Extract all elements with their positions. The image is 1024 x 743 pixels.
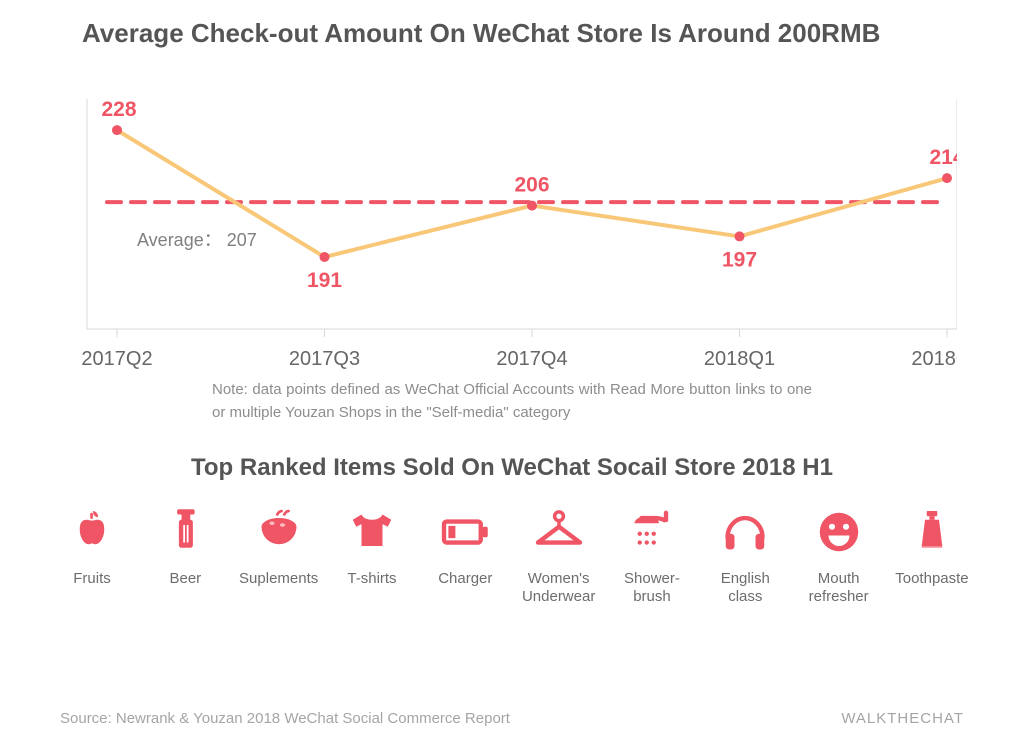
ranked-item: Beer <box>139 504 231 588</box>
items-row: Fruits Beer Suplements T-shirts Charger Women… <box>30 504 994 606</box>
data-point <box>735 231 745 241</box>
tube-icon <box>904 504 960 560</box>
ranked-item: English class <box>699 504 791 606</box>
apple-icon <box>64 504 120 560</box>
shower-icon <box>624 504 680 560</box>
category-label: 2018Q1 <box>704 348 775 370</box>
item-label: Charger <box>438 570 492 588</box>
ranked-item: Toothpaste <box>886 504 978 588</box>
value-label: 191 <box>307 269 342 292</box>
value-label: 197 <box>722 248 757 271</box>
data-point <box>942 173 952 183</box>
average-label: Average： 207 <box>137 230 257 250</box>
item-label: T-shirts <box>347 570 396 588</box>
battery-icon <box>437 504 493 560</box>
ranked-item: Charger <box>419 504 511 588</box>
ranked-item: Shower-brush <box>606 504 698 606</box>
value-label: 206 <box>514 174 549 197</box>
item-label: Toothpaste <box>895 570 968 588</box>
item-label: Mouth refresher <box>809 570 869 606</box>
ranked-item: T-shirts <box>326 504 418 588</box>
item-label: Women's Underwear <box>522 570 595 606</box>
page-title: Average Check-out Amount On WeChat Store… <box>82 18 994 49</box>
item-label: Suplements <box>239 570 318 588</box>
ranked-item: Suplements <box>233 504 325 588</box>
value-label: 228 <box>101 98 136 121</box>
bowl-icon <box>251 504 307 560</box>
line-chart: 228 191 206 197 214 Average： 207 2017Q2 2017Q3 2… <box>67 59 957 389</box>
item-label: English class <box>721 570 770 606</box>
ranked-item: Women's Underwear <box>513 504 605 606</box>
item-label: Fruits <box>73 570 111 588</box>
category-label: 2017Q2 <box>81 348 152 370</box>
hanger-icon <box>531 504 587 560</box>
item-label: Beer <box>169 570 201 588</box>
data-point <box>320 252 330 262</box>
data-point <box>112 125 122 135</box>
data-point <box>527 201 537 211</box>
ranked-item: Mouth refresher <box>793 504 885 606</box>
beer-icon <box>157 504 213 560</box>
brand-text: WALKTHECHAT <box>841 710 964 727</box>
tshirt-icon <box>344 504 400 560</box>
category-label: 2017Q4 <box>496 348 567 370</box>
value-label: 214 <box>929 146 957 169</box>
items-heading: Top Ranked Items Sold On WeChat Socail S… <box>30 454 994 482</box>
category-label: 2017Q3 <box>289 348 360 370</box>
smile-icon <box>811 504 867 560</box>
item-label: Shower-brush <box>606 570 698 606</box>
source-text: Source: Newrank & Youzan 2018 WeChat Soc… <box>60 710 510 727</box>
ranked-item: Fruits <box>46 504 138 588</box>
page-root: Average Check-out Amount On WeChat Store… <box>0 0 1024 743</box>
chart-svg: 228 191 206 197 214 Average： 207 2017Q2 2017Q3 2… <box>67 59 957 389</box>
category-label: 2018Q2 <box>911 348 957 370</box>
footer: Source: Newrank & Youzan 2018 WeChat Soc… <box>0 710 1024 727</box>
headphones-icon <box>717 504 773 560</box>
